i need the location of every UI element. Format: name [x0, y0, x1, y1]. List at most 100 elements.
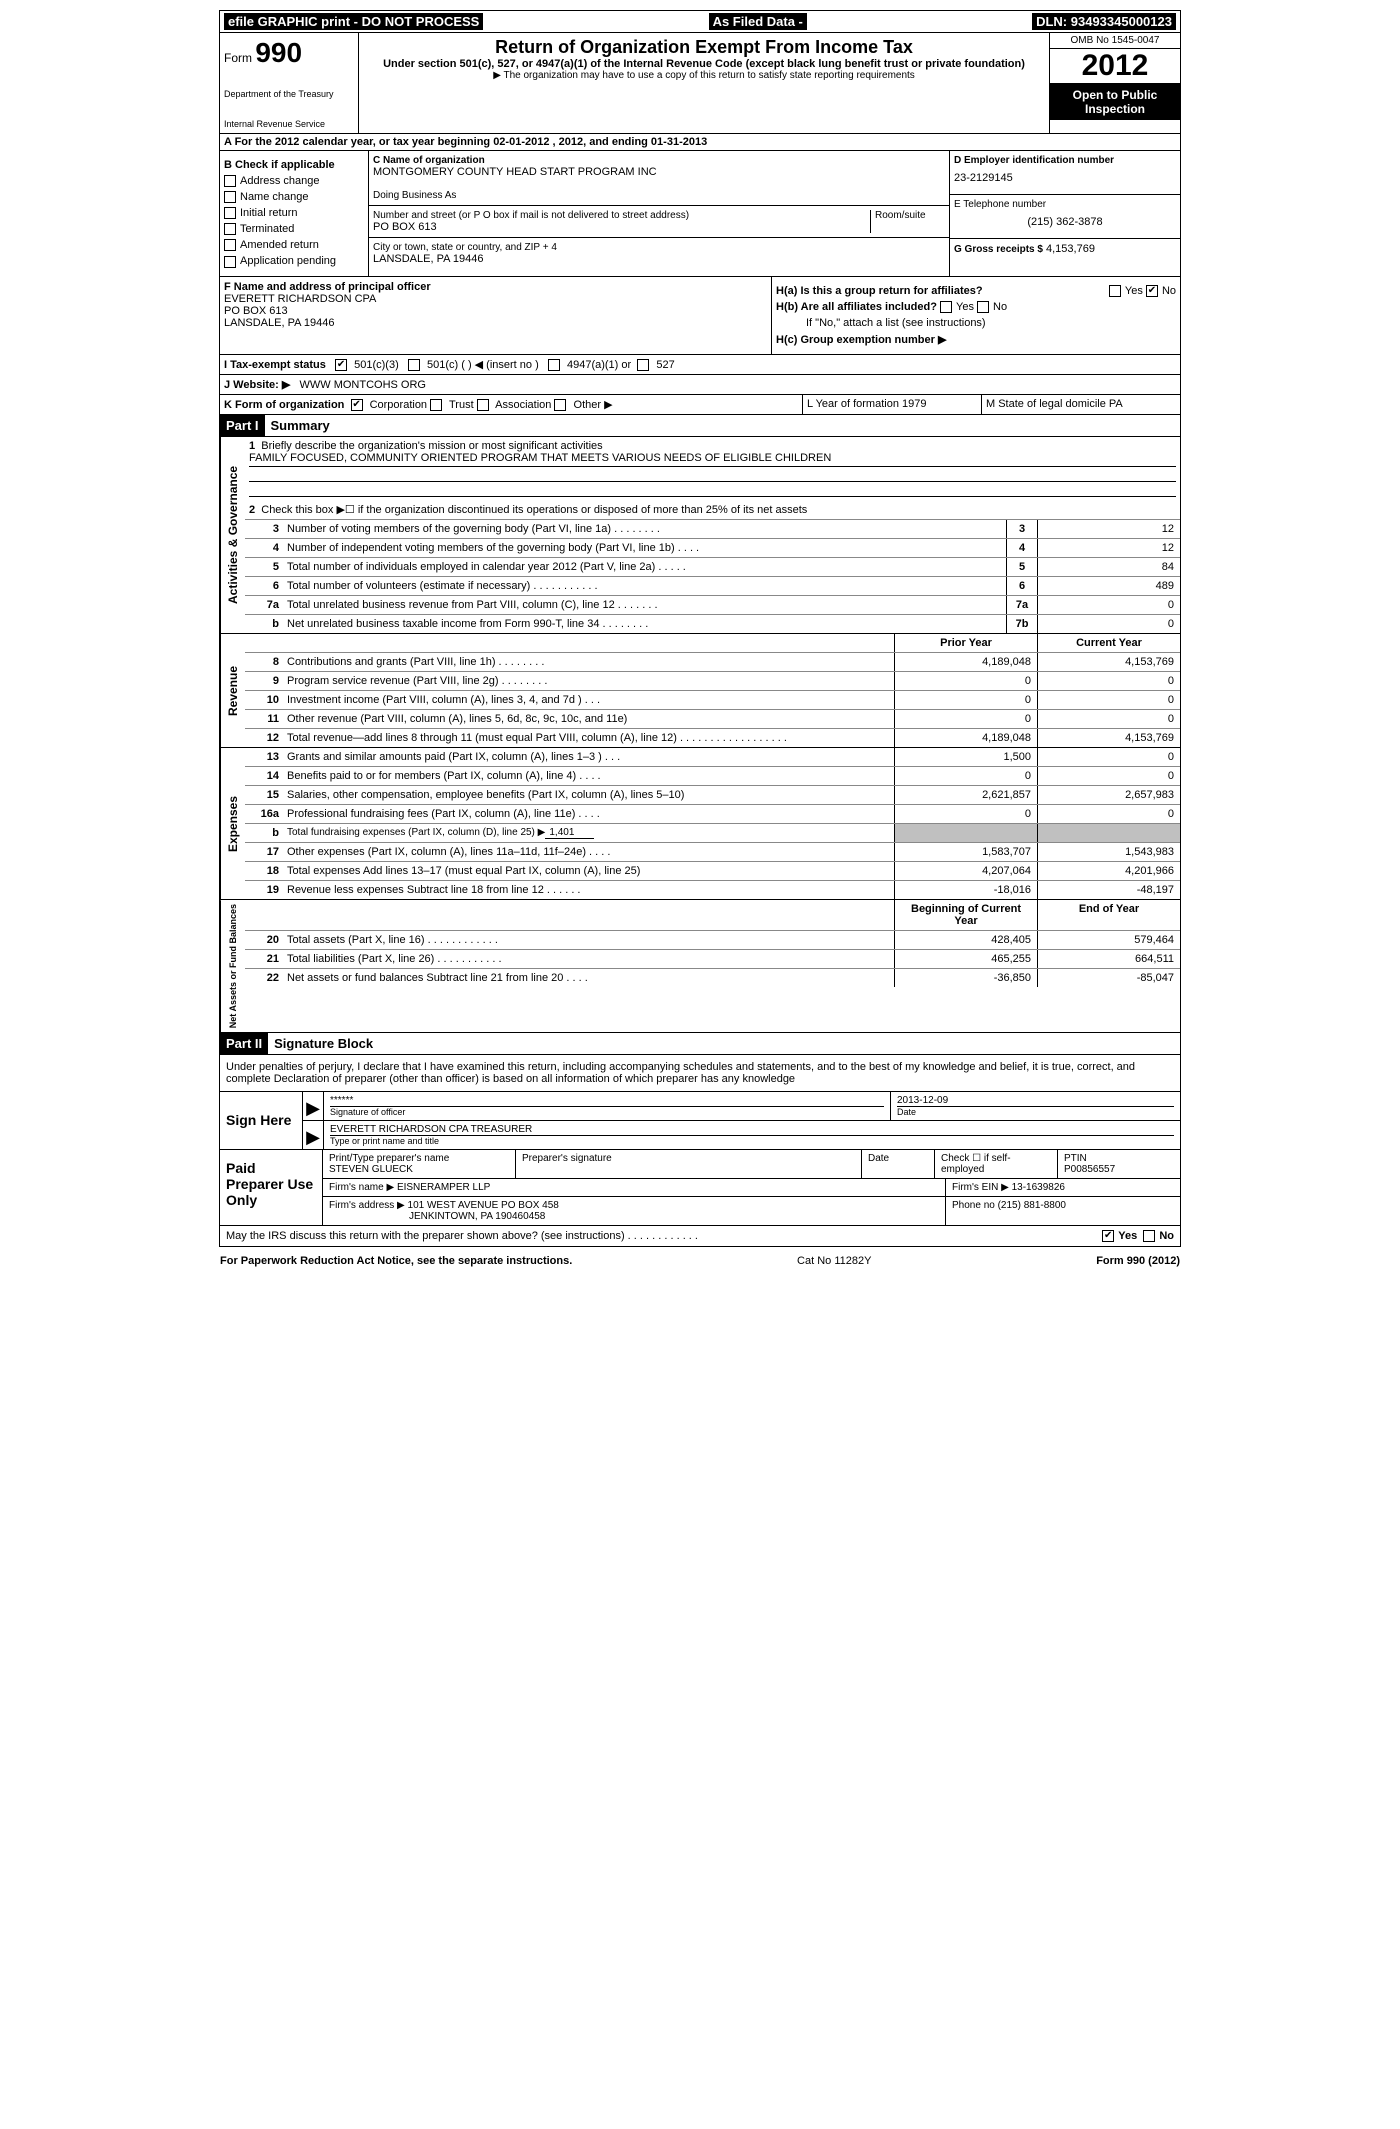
line-1-label: Briefly describe the organization's miss…	[261, 440, 602, 452]
hb-note: If "No," attach a list (see instructions…	[776, 317, 1176, 329]
firm-name: Firm's name ▶ EISNERAMPER LLP	[323, 1179, 946, 1196]
form-page-label: Form 990 (2012)	[1096, 1255, 1180, 1267]
city-label: City or town, state or country, and ZIP …	[373, 242, 945, 253]
chk-501c3[interactable]	[335, 359, 347, 371]
officer-label: F Name and address of principal officer	[224, 281, 767, 293]
chk-discuss-yes[interactable]	[1102, 1230, 1114, 1242]
chk-name-change[interactable]: Name change	[224, 191, 364, 203]
firm-ein: Firm's EIN ▶ 13-1639826	[946, 1179, 1180, 1196]
chk-527[interactable]	[637, 359, 649, 371]
prep-date-label: Date	[862, 1150, 935, 1178]
ha-row: H(a) Is this a group return for affiliat…	[776, 285, 1176, 297]
top-bar: efile GRAPHIC print - DO NOT PROCESS As …	[220, 11, 1180, 33]
dept-irs: Internal Revenue Service	[224, 119, 354, 129]
row-j-website: J Website: ▶ WWW MONTCOHS ORG	[220, 375, 1180, 395]
chk-501c[interactable]	[408, 359, 420, 371]
col-c-org-info: C Name of organization MONTGOMERY COUNTY…	[369, 151, 949, 276]
col-d-identifiers: D Employer identification number 23-2129…	[949, 151, 1180, 276]
paid-preparer-label: Paid Preparer Use Only	[220, 1150, 323, 1225]
form-990-page: efile GRAPHIC print - DO NOT PROCESS As …	[219, 10, 1181, 1247]
irs-discuss-question: May the IRS discuss this return with the…	[226, 1230, 698, 1242]
form-label: Form	[224, 51, 252, 65]
open-to-public: Open to Public Inspection	[1050, 84, 1180, 120]
part-1-header: Part I Summary	[220, 415, 1180, 437]
bottom-note: For Paperwork Reduction Act Notice, see …	[220, 1255, 1180, 1267]
org-name: MONTGOMERY COUNTY HEAD START PROGRAM INC	[373, 166, 945, 178]
chk-4947[interactable]	[548, 359, 560, 371]
hc-row: H(c) Group exemption number ▶	[776, 333, 1176, 346]
date-label: Date	[897, 1106, 1174, 1117]
topbar-mid: As Filed Data -	[709, 13, 807, 30]
chk-trust[interactable]	[430, 399, 442, 411]
gross-receipts: 4,153,769	[1046, 243, 1095, 255]
side-label-governance: Activities & Governance	[220, 437, 245, 633]
mission-blank-2	[249, 482, 1176, 497]
ein-label: D Employer identification number	[954, 155, 1176, 166]
tax-year: 2012	[1050, 49, 1180, 84]
ptin-value: P00856557	[1064, 1164, 1174, 1175]
section-net-assets: Net Assets or Fund Balances Beginning of…	[220, 900, 1180, 1033]
firm-phone: Phone no (215) 881-8800	[946, 1197, 1180, 1225]
officer-name: EVERETT RICHARDSON CPA	[224, 293, 767, 305]
room-label: Room/suite	[875, 210, 945, 221]
part-2-header: Part II Signature Block	[220, 1033, 1180, 1055]
phone-label: E Telephone number	[954, 199, 1176, 210]
cat-no: Cat No 11282Y	[797, 1255, 871, 1267]
side-label-revenue: Revenue	[220, 634, 245, 747]
year-formation: L Year of formation 1979	[802, 395, 981, 414]
chk-discuss-no[interactable]	[1143, 1230, 1155, 1242]
org-city: LANSDALE, PA 19446	[373, 253, 945, 265]
officer-addr1: PO BOX 613	[224, 305, 767, 317]
side-label-net: Net Assets or Fund Balances	[220, 900, 245, 1032]
chk-association[interactable]	[477, 399, 489, 411]
mission-blank-1	[249, 467, 1176, 482]
col-b-checkboxes: B Check if applicable Address change Nam…	[220, 151, 369, 276]
section-fh: F Name and address of principal officer …	[220, 277, 1180, 355]
gross-label: G Gross receipts $	[954, 244, 1043, 255]
officer-printed-name: EVERETT RICHARDSON CPA TREASURER	[330, 1124, 1174, 1135]
phone-value: (215) 362-3878	[954, 210, 1176, 234]
col-b-heading: B Check if applicable	[224, 159, 364, 171]
perjury-statement: Under penalties of perjury, I declare th…	[220, 1055, 1180, 1092]
title-box: Return of Organization Exempt From Incom…	[359, 33, 1049, 133]
chk-corporation[interactable]	[351, 399, 363, 411]
paperwork-notice: For Paperwork Reduction Act Notice, see …	[220, 1255, 572, 1267]
sign-here-block: Sign Here ▶ ****** Signature of officer …	[220, 1092, 1180, 1150]
chk-terminated[interactable]: Terminated	[224, 223, 364, 235]
dept-treasury: Department of the Treasury	[224, 89, 354, 99]
header-row: Form 990 Department of the Treasury Inte…	[220, 33, 1180, 134]
chk-initial-return[interactable]: Initial return	[224, 207, 364, 219]
firm-address-1: Firm's address ▶ 101 WEST AVENUE PO BOX …	[329, 1200, 939, 1211]
chk-amended-return[interactable]: Amended return	[224, 239, 364, 251]
row-i-tax-status: I Tax-exempt status 501(c)(3) 501(c) ( )…	[220, 355, 1180, 375]
sig-arrow-2: ▶	[303, 1121, 324, 1149]
ein-value: 23-2129145	[954, 166, 1176, 190]
signature-stars: ******	[330, 1095, 884, 1106]
printed-name-label: Type or print name and title	[330, 1135, 1174, 1146]
signature-officer-label: Signature of officer	[330, 1106, 884, 1117]
chk-other[interactable]	[554, 399, 566, 411]
col-h-group: H(a) Is this a group return for affiliat…	[771, 277, 1180, 354]
self-employed-check: Check ☐ if self-employed	[935, 1150, 1058, 1178]
hb-row: H(b) Are all affiliates included? Yes No…	[776, 301, 1176, 329]
sign-here-label: Sign Here	[220, 1092, 303, 1149]
row-a-tax-year: A For the 2012 calendar year, or tax yea…	[220, 134, 1180, 151]
org-name-label: C Name of organization	[373, 155, 945, 166]
omb-no: OMB No 1545-0047	[1050, 33, 1180, 49]
officer-addr2: LANSDALE, PA 19446	[224, 317, 767, 329]
title-main: Return of Organization Exempt From Incom…	[363, 37, 1045, 58]
topbar-left: efile GRAPHIC print - DO NOT PROCESS	[224, 13, 483, 30]
firm-address-2: JENKINTOWN, PA 190460458	[329, 1211, 939, 1222]
side-label-expenses: Expenses	[220, 748, 245, 899]
title-sub: Under section 501(c), 527, or 4947(a)(1)…	[363, 58, 1045, 70]
chk-application-pending[interactable]: Application pending	[224, 255, 364, 267]
year-box: OMB No 1545-0047 2012 Open to Public Ins…	[1049, 33, 1180, 133]
irs-discuss-row: May the IRS discuss this return with the…	[220, 1226, 1180, 1246]
row-k-form-org: K Form of organization Corporation Trust…	[220, 395, 1180, 415]
mission-text: FAMILY FOCUSED, COMMUNITY ORIENTED PROGR…	[249, 452, 1176, 467]
state-domicile: M State of legal domicile PA	[981, 395, 1180, 414]
form-box: Form 990 Department of the Treasury Inte…	[220, 33, 359, 133]
chk-address-change[interactable]: Address change	[224, 175, 364, 187]
topbar-right: DLN: 93493345000123	[1032, 13, 1176, 30]
col-f-officer: F Name and address of principal officer …	[220, 277, 771, 354]
